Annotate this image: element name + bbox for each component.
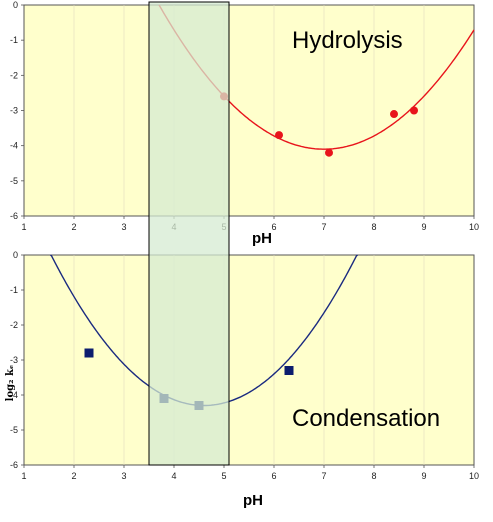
x-tick-label: 1 — [21, 471, 26, 481]
x-axis-title-hydrolysis: pH — [252, 230, 272, 247]
x-tick-labels-condensation: 1 2 3 4 5 6 7 8 9 10 — [21, 465, 479, 481]
x-tick-label: 5 — [221, 471, 226, 481]
x-tick-label: 7 — [321, 222, 326, 232]
y-tick-label: 0 — [13, 250, 18, 260]
y-tick-label: -4 — [10, 390, 18, 400]
x-tick-label: 6 — [271, 471, 276, 481]
y-tick-label: -1 — [10, 285, 18, 295]
y-axis-title-condensation: log₂ kₑ — [5, 365, 16, 402]
y-tick-label: -5 — [10, 425, 18, 435]
plot-condensation: 0 -1 -2 -3 -4 -5 -6 1 2 3 4 5 6 7 8 9 10 Condensation p… — [5, 250, 479, 509]
y-tick-label: -2 — [10, 320, 18, 330]
x-tick-label: 9 — [421, 471, 426, 481]
x-tick-label: 9 — [421, 222, 426, 232]
x-tick-label: 3 — [121, 471, 126, 481]
annotation-hydrolysis: Hydrolysis — [292, 27, 403, 54]
data-point — [325, 148, 333, 157]
y-tick-label: -3 — [10, 355, 18, 365]
data-point — [390, 110, 398, 119]
y-tick-labels-hydrolysis: 0 -1 -2 -3 -4 -5 -6 — [10, 0, 24, 221]
x-tick-label: 10 — [469, 471, 479, 481]
x-tick-label: 8 — [371, 471, 376, 481]
plot-area-condensation — [23, 254, 475, 466]
x-tick-label: 10 — [469, 222, 479, 232]
y-tick-label: -1 — [10, 35, 18, 45]
x-tick-label: 3 — [121, 222, 126, 232]
x-tick-label: 6 — [271, 222, 276, 232]
y-tick-label: -6 — [10, 211, 18, 221]
x-tick-label: 8 — [371, 222, 376, 232]
annotation-condensation: Condensation — [292, 405, 440, 432]
x-tick-label: 2 — [71, 222, 76, 232]
x-tick-label: 1 — [21, 222, 26, 232]
data-point — [410, 106, 418, 115]
x-axis-title-condensation: pH — [243, 492, 263, 509]
optimal-ph-band — [148, 1, 230, 466]
y-tick-labels-condensation: 0 -1 -2 -3 -4 -5 -6 — [10, 250, 24, 470]
x-tick-label: 4 — [171, 471, 176, 481]
x-tick-label: 2 — [71, 471, 76, 481]
y-tick-label: -3 — [10, 106, 18, 116]
y-tick-label: 0 — [13, 0, 18, 10]
y-tick-label: -6 — [10, 460, 18, 470]
plot-area-hydrolysis — [23, 4, 475, 217]
y-tick-label: -2 — [10, 70, 18, 80]
data-point — [275, 131, 283, 140]
y-tick-label: -4 — [10, 141, 18, 151]
data-point — [84, 348, 94, 358]
x-tick-label: 7 — [321, 471, 326, 481]
data-point — [284, 366, 294, 375]
y-tick-label: -5 — [10, 176, 18, 186]
